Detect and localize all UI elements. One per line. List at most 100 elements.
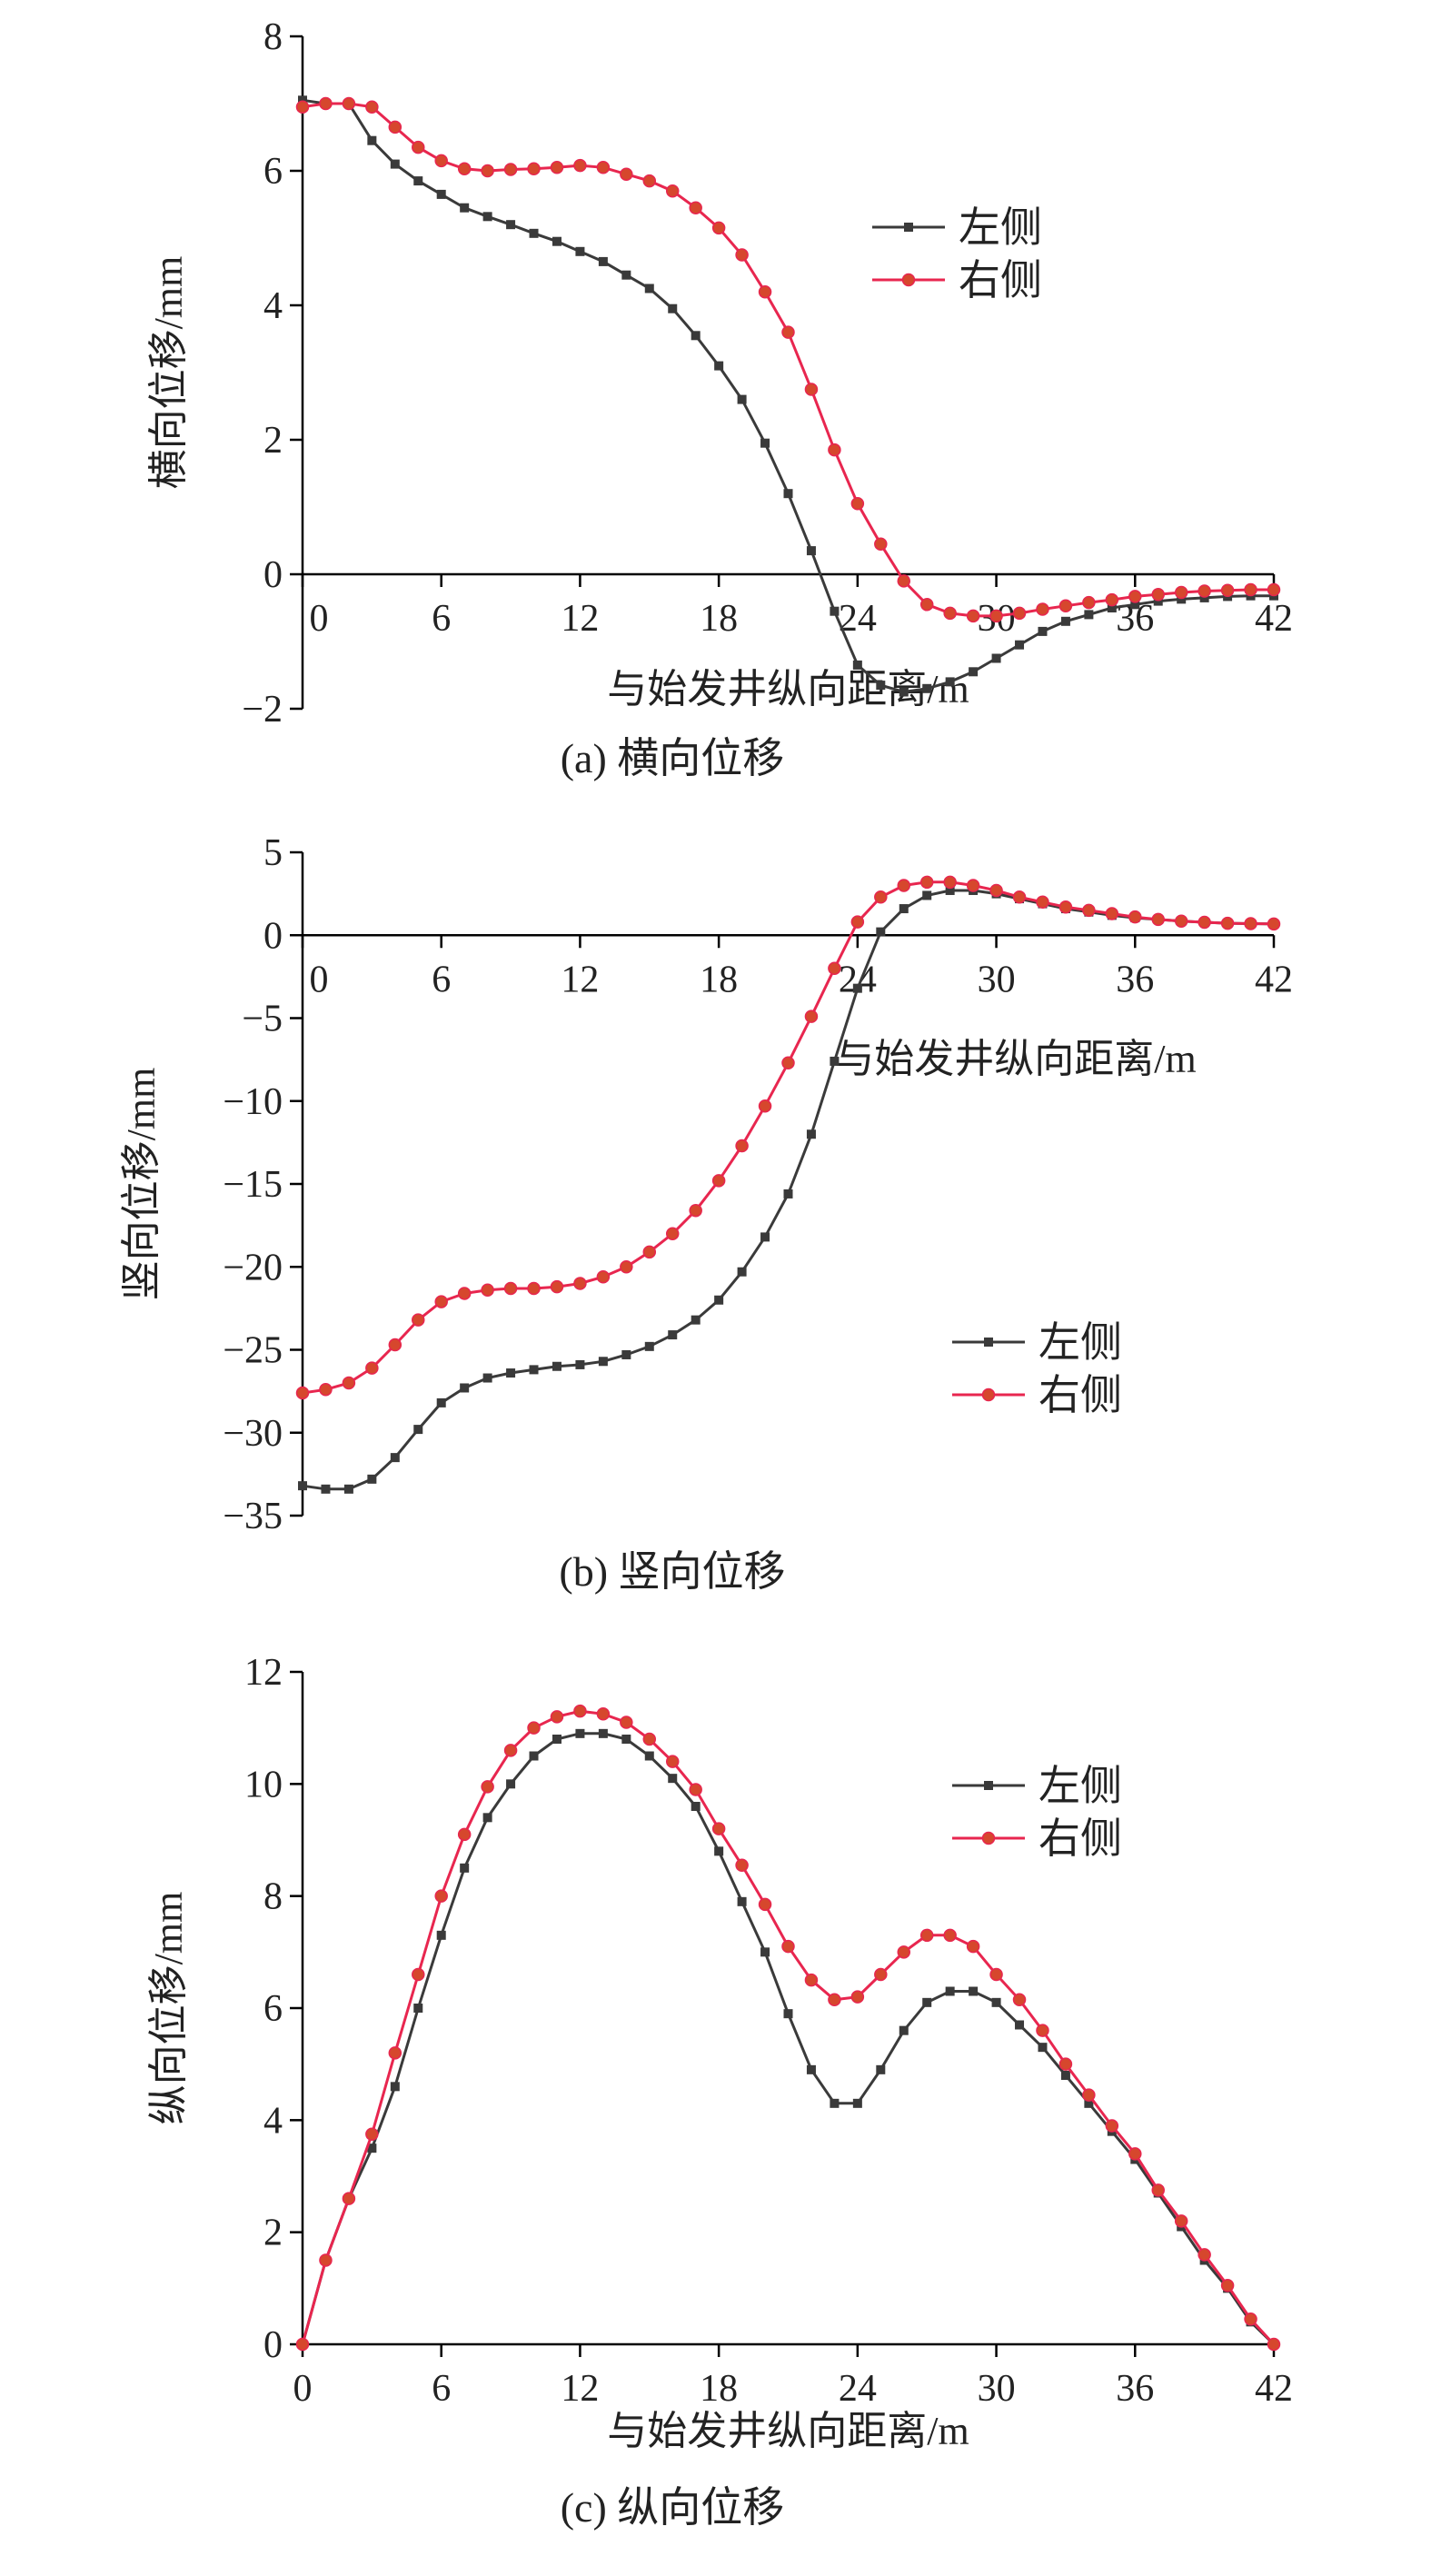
data-point — [1084, 610, 1094, 620]
x-tick-label: 42 — [1255, 959, 1293, 1000]
data-point — [919, 875, 934, 890]
data-point — [1267, 917, 1281, 931]
y-axis-title: 纵向位移/mm — [146, 1892, 191, 2125]
data-point — [621, 1735, 631, 1744]
data-point — [552, 236, 561, 246]
x-tick-label: 6 — [432, 2368, 451, 2410]
data-point — [781, 1056, 795, 1070]
data-point — [1128, 590, 1142, 603]
data-point — [737, 394, 747, 404]
data-point — [596, 1707, 611, 1721]
data-point — [1105, 2119, 1119, 2133]
y-tick-label: 8 — [263, 1876, 283, 1918]
data-point — [460, 1863, 470, 1873]
series-line — [302, 102, 1274, 618]
data-point — [642, 174, 657, 188]
data-point — [460, 1383, 470, 1393]
y-axis-title: 竖向位移/mm — [119, 1068, 164, 1301]
data-point — [737, 1896, 747, 1906]
y-tick-label: 6 — [263, 1988, 283, 2030]
data-point — [922, 890, 932, 900]
data-point — [1012, 1993, 1027, 2006]
data-point — [503, 163, 518, 176]
series-right — [295, 96, 1281, 623]
x-tick-label: 24 — [839, 959, 877, 1000]
data-point — [321, 1484, 331, 1494]
data-point — [714, 1295, 724, 1305]
data-point — [1038, 626, 1048, 636]
data-point — [852, 2098, 862, 2108]
x-axis-title: 与始发井纵向距离/m — [834, 1037, 1196, 1081]
data-point — [457, 162, 472, 176]
x-tick-label: 30 — [978, 2368, 1016, 2410]
data-point — [737, 1267, 747, 1277]
data-point — [481, 1780, 494, 1794]
legend-label: 右侧 — [1038, 1815, 1122, 1862]
data-point — [388, 2046, 402, 2060]
y-tick-label: 5 — [263, 832, 283, 874]
data-point — [1151, 912, 1165, 927]
data-point — [943, 1928, 957, 1943]
data-point — [828, 1993, 841, 2006]
data-point — [552, 1361, 561, 1371]
data-point — [830, 606, 840, 616]
series-right — [295, 1704, 1281, 2352]
data-point — [758, 284, 772, 299]
legend-label: 左侧 — [959, 204, 1042, 251]
data-point — [506, 220, 516, 230]
data-point — [804, 383, 819, 396]
data-point — [1058, 2057, 1073, 2071]
data-point — [482, 1813, 492, 1823]
data-point — [1060, 2071, 1070, 2080]
data-point — [919, 1928, 934, 1943]
y-axis-title: 横向位移/mm — [146, 256, 191, 490]
data-point — [482, 1373, 492, 1383]
data-point — [1128, 2147, 1142, 2161]
legend-marker — [901, 273, 916, 287]
x-tick-label: 18 — [700, 2368, 738, 2410]
data-point — [1197, 584, 1211, 598]
data-point — [620, 1260, 633, 1274]
data-point — [1130, 600, 1140, 610]
data-point — [922, 1997, 932, 2007]
y-tick-label: 6 — [263, 151, 283, 193]
series-left — [298, 95, 1278, 697]
data-point — [874, 537, 888, 551]
data-point — [828, 443, 841, 457]
data-point — [596, 1269, 611, 1284]
data-point — [783, 2009, 793, 2019]
data-point — [460, 203, 470, 213]
x-axis-title: 与始发井纵向距离/m — [607, 2409, 969, 2453]
legend-label: 右侧 — [1038, 1372, 1122, 1418]
data-point — [668, 303, 678, 313]
data-point — [365, 1361, 379, 1375]
data-point — [945, 885, 955, 895]
y-tick-label: 4 — [263, 285, 283, 327]
y-tick-label: −5 — [242, 999, 283, 1040]
data-point — [989, 1967, 1003, 1982]
data-point — [527, 1721, 541, 1735]
y-tick-label: −10 — [223, 1081, 283, 1123]
data-point — [668, 1330, 678, 1340]
data-point — [503, 1744, 518, 1757]
chart-caption: (c) 纵向位移 — [561, 2484, 785, 2531]
data-point — [529, 228, 539, 238]
data-point — [367, 135, 377, 145]
series-left — [298, 1728, 1278, 2349]
data-point — [319, 1383, 333, 1397]
data-point — [343, 1484, 353, 1494]
data-point — [897, 1945, 911, 1959]
data-point — [966, 1939, 980, 1954]
data-point — [1177, 594, 1187, 604]
data-point — [596, 161, 611, 174]
data-point — [969, 1986, 979, 1996]
data-point — [575, 1728, 585, 1738]
data-point — [828, 961, 841, 975]
data-point — [735, 1139, 749, 1153]
data-point — [342, 96, 356, 111]
data-point — [598, 1728, 608, 1738]
x-tick-label: 18 — [700, 598, 738, 640]
